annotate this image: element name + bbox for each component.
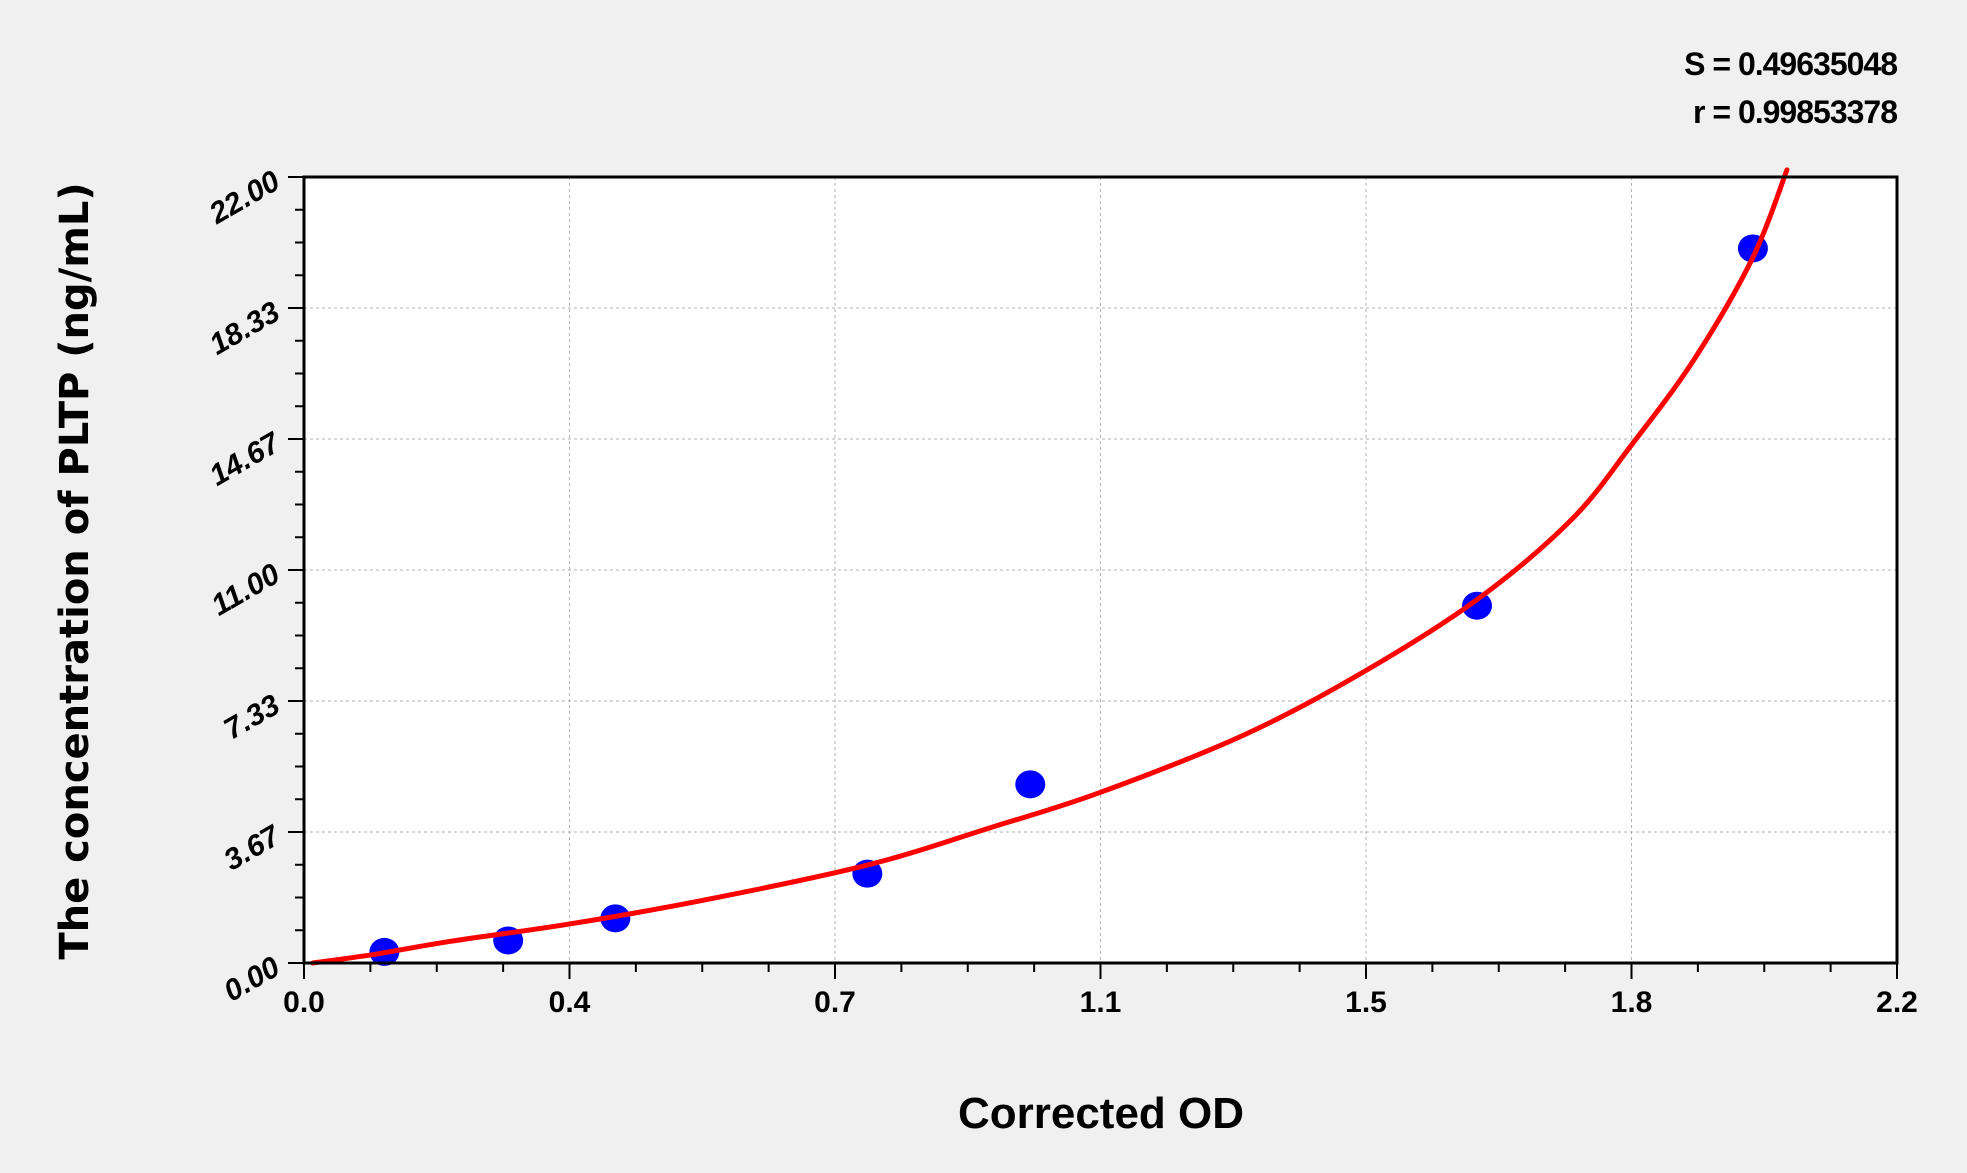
x-axis-label: Corrected OD <box>958 1089 1244 1138</box>
x-tick-label: 0.7 <box>814 986 856 1019</box>
x-tick-labels: 0.0 0.4 0.7 1.1 1.5 1.8 2.2 <box>283 986 1918 1019</box>
grid <box>304 177 1897 963</box>
annotation-r: r = 0.99853378 <box>1693 94 1897 130</box>
data-point <box>1015 770 1046 799</box>
y-tick-label: 11.00 <box>206 557 286 622</box>
plot-frame <box>302 175 1899 965</box>
x-tick-label: 1.5 <box>1345 986 1387 1019</box>
data-marks <box>310 167 1790 966</box>
y-tick-label: 0.00 <box>218 950 285 1008</box>
y-tick-label: 18.33 <box>204 295 286 361</box>
x-tick-label: 0.0 <box>283 986 325 1019</box>
y-tick-label: 3.67 <box>218 819 286 877</box>
x-tick-label: 1.1 <box>1080 986 1122 1019</box>
x-tick-label: 2.2 <box>1876 986 1918 1019</box>
y-tick-label: 7.33 <box>218 688 285 746</box>
y-tick-labels: 0.00 3.67 7.33 11.00 14.67 18.33 22.00 <box>203 164 287 1008</box>
x-tick-label: 0.4 <box>549 986 591 1019</box>
fit-curve <box>310 167 1790 966</box>
annotation-s: S = 0.49635048 <box>1684 46 1897 82</box>
y-axis-label: The concentration of PLTP (ng/mL) <box>52 182 98 959</box>
x-tick-label: 1.8 <box>1611 986 1653 1019</box>
y-tick-label: 14.67 <box>204 426 287 493</box>
y-tick-label: 22.00 <box>203 164 286 231</box>
data-point <box>1462 591 1493 620</box>
